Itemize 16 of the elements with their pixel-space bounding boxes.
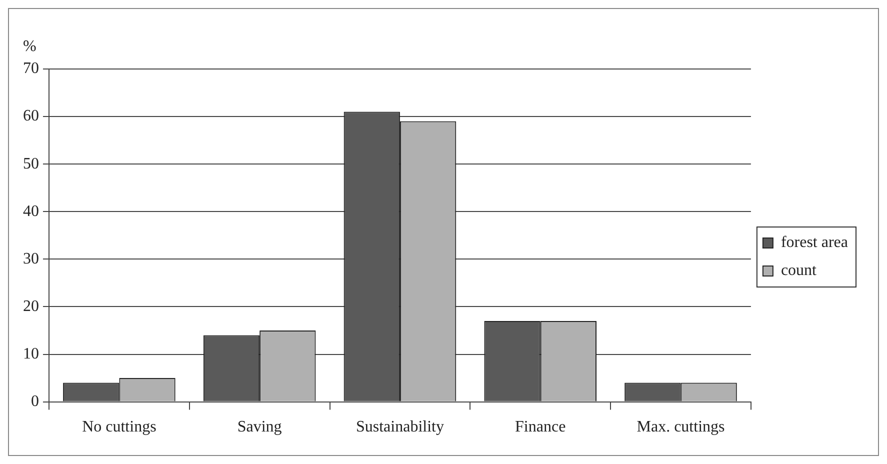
legend-label: forest area [780,234,848,252]
x-tick-label: Finance [515,418,566,436]
y-tick-label: 60 [23,108,39,125]
legend-label: count [780,262,818,280]
y-tick-label: 10 [23,345,39,362]
y-tick-label: 40 [23,202,39,220]
x-tick-label: Saving [237,418,282,436]
y-tick-label: 50 [23,155,39,172]
x-tick-label: Sustainability [356,418,444,436]
y-axis-title: % [23,38,36,56]
x-tick-label: No cuttings [82,418,156,436]
y-tick-label: 20 [23,298,39,315]
y-tick-label: 0 [31,393,39,410]
y-tick-label: 70 [23,60,39,78]
x-tick-label: Max. cuttings [636,418,725,436]
y-tick-label: 30 [23,250,39,268]
